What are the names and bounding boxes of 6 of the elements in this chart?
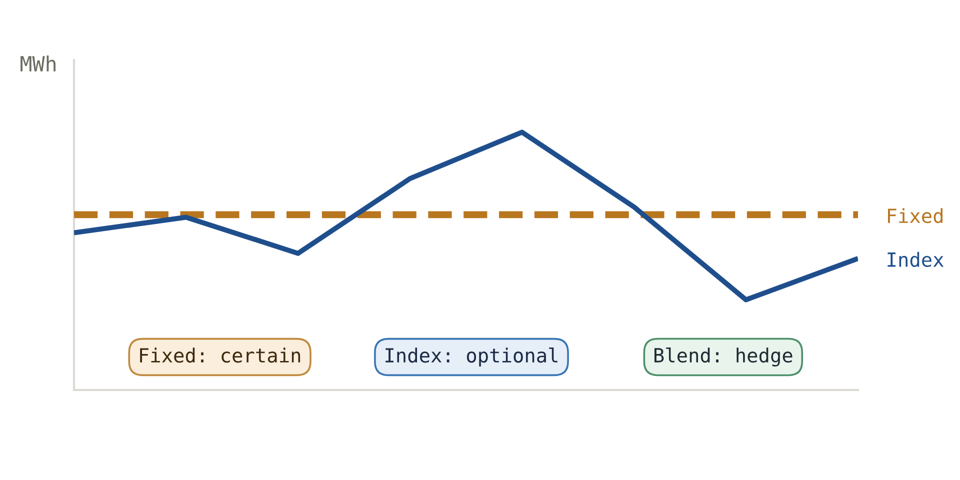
y-axis-title: MWh	[20, 56, 56, 72]
annotation: Fixed: certain	[140, 348, 300, 363]
annotation: Index: optional	[386, 348, 558, 366]
series-label: Fixed	[888, 208, 942, 224]
annotation: Blend: hedge	[654, 347, 792, 367]
series-label: Index	[888, 252, 944, 267]
